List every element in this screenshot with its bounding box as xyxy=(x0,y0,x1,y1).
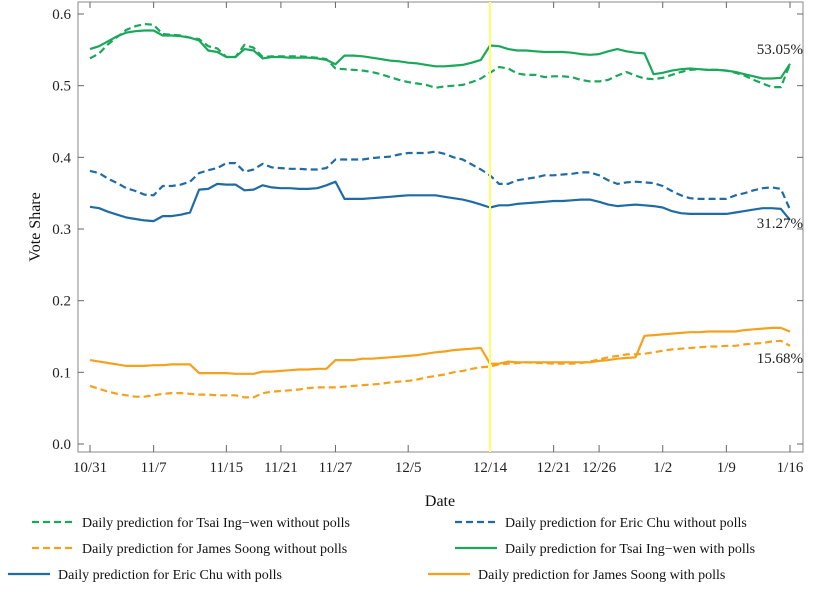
x-tick-label: 10/31 xyxy=(73,460,107,476)
legend-item: Daily prediction for James Soong with po… xyxy=(428,568,725,583)
x-tick-label: 12/5 xyxy=(395,460,422,476)
legend-label: Daily prediction for Tsai Ing−wen with p… xyxy=(505,542,755,557)
legend-item: Daily prediction for Eric Chu with polls xyxy=(8,568,282,583)
x-tick-label: 11/15 xyxy=(210,460,244,476)
y-tick-label: 0.2 xyxy=(52,294,71,310)
y-tick-label: 0.4 xyxy=(52,150,71,166)
y-tick-label: 0.0 xyxy=(52,437,71,453)
legend-item: Daily prediction for Tsai Ing−wen withou… xyxy=(32,516,350,531)
legend: Daily prediction for Tsai Ing−wen withou… xyxy=(8,516,755,583)
series-line-3 xyxy=(89,339,791,399)
series-line-4 xyxy=(89,29,791,80)
series-line-6 xyxy=(89,326,791,375)
legend-item: Daily prediction for Tsai Ing−wen with p… xyxy=(455,542,755,557)
end-label-soong: 15.68% xyxy=(757,351,803,367)
legend-label: Daily prediction for James Soong without… xyxy=(82,542,347,557)
axis-ticks: 0.0 0.1 0.2 0.3 0.4 0.5 0.6 10/31 11/7 11/15 11/21… xyxy=(52,2,804,476)
y-tick-label: 0.1 xyxy=(52,365,71,381)
series-line-2 xyxy=(89,150,792,211)
x-tick-label: 1/2 xyxy=(653,460,672,476)
legend-item: Daily prediction for James Soong without… xyxy=(32,542,347,557)
end-label-chu: 31.27% xyxy=(757,216,803,232)
x-tick-label: 11/21 xyxy=(264,460,298,476)
series-line-1 xyxy=(89,22,792,89)
plot-frame xyxy=(77,1,804,453)
x-tick-label: 12/21 xyxy=(537,460,571,476)
legend-label: Daily prediction for Eric Chu without po… xyxy=(505,516,747,531)
x-tick-label: 1/9 xyxy=(717,460,736,476)
x-axis-title: Date xyxy=(425,493,455,510)
y-axis-title: Vote Share xyxy=(27,192,44,261)
legend-label: Daily prediction for Tsai Ing−wen withou… xyxy=(82,516,350,531)
series-layer xyxy=(89,22,792,399)
y-tick-label: 0.3 xyxy=(52,222,71,238)
x-tick-label: 11/7 xyxy=(141,460,168,476)
legend-label: Daily prediction for James Soong with po… xyxy=(478,568,725,583)
legend-item: Daily prediction for Eric Chu without po… xyxy=(455,516,747,531)
x-tick-label: 12/26 xyxy=(582,460,617,476)
x-tick-label: 11/27 xyxy=(319,460,353,476)
y-tick-label: 0.5 xyxy=(52,79,71,95)
end-label-tsai: 53.05% xyxy=(757,42,803,58)
y-tick-label: 0.6 xyxy=(52,7,71,23)
x-tick-label: 12/14 xyxy=(473,460,508,476)
x-tick-label: 1/16 xyxy=(777,460,804,476)
legend-label: Daily prediction for Eric Chu with polls xyxy=(58,568,282,583)
series-line-5 xyxy=(89,180,791,223)
